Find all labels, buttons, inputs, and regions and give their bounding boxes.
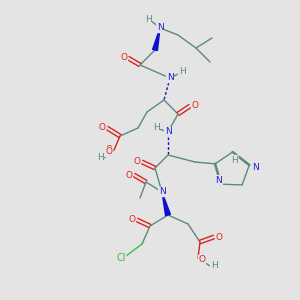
Text: H: H (97, 154, 104, 163)
Text: O: O (125, 170, 133, 179)
Polygon shape (162, 192, 170, 216)
Text: O: O (121, 53, 128, 62)
Text: H: H (97, 154, 104, 163)
Text: O: O (106, 146, 112, 154)
Text: H: H (231, 155, 238, 164)
Text: N: N (157, 23, 164, 32)
Text: H: H (211, 262, 218, 271)
Text: O: O (98, 124, 106, 133)
Text: H: H (153, 124, 159, 133)
Text: O: O (199, 256, 206, 265)
Text: N: N (167, 74, 173, 82)
Text: N: N (159, 188, 165, 196)
Text: H: H (178, 68, 185, 76)
Text: N: N (252, 163, 259, 172)
Text: O: O (215, 232, 223, 242)
Text: O: O (191, 101, 199, 110)
Text: Cl: Cl (116, 253, 126, 263)
Text: O: O (128, 215, 136, 224)
Polygon shape (153, 28, 160, 51)
Text: N: N (215, 176, 222, 185)
Text: N: N (165, 128, 171, 136)
Text: O: O (134, 158, 140, 166)
Text: O: O (98, 124, 106, 133)
Text: O: O (106, 148, 112, 157)
Text: H: H (145, 16, 152, 25)
